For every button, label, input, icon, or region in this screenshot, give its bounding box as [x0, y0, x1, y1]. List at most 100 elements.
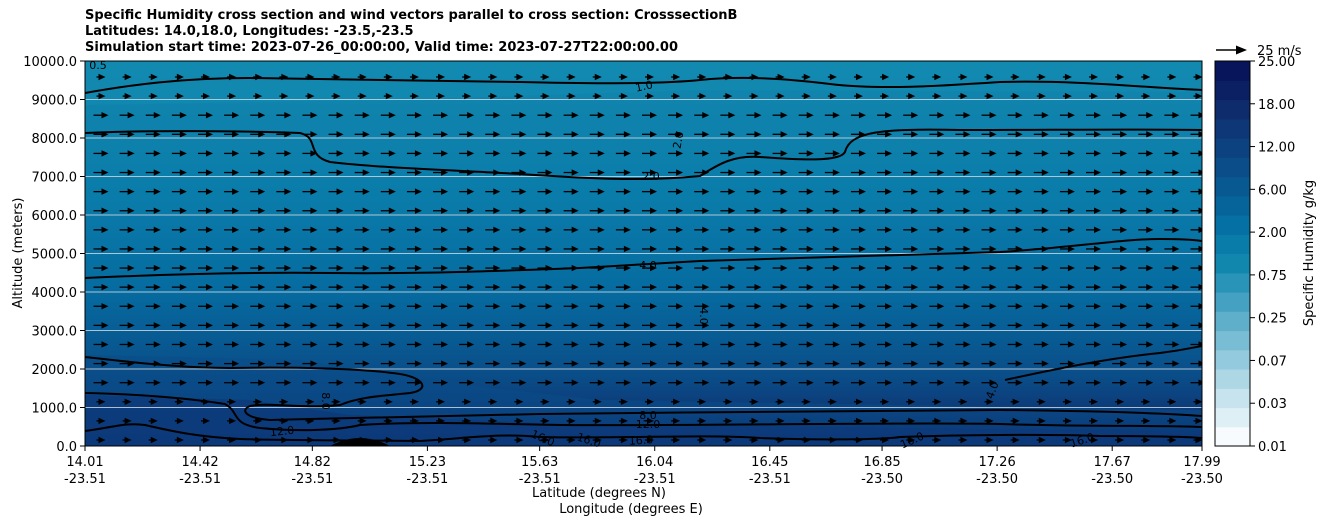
wind-vector-head [1198, 188, 1202, 195]
wind-vector-head [411, 398, 419, 405]
colorbar-segment [1215, 388, 1250, 409]
wind-vector-head [284, 341, 292, 348]
wind-vector-head [1012, 92, 1020, 100]
wind-vector-head [284, 322, 292, 329]
contour-label-text: 8.0 [639, 409, 657, 422]
wind-vector-head [1067, 379, 1075, 386]
wind-vector-head [885, 322, 893, 329]
wind-vector-head [571, 379, 579, 386]
wind-vector-head [333, 398, 341, 405]
wind-vector-head [310, 303, 318, 310]
wind-vector-head [124, 92, 132, 100]
wind-vector-head [725, 436, 733, 444]
wind-vector-head [258, 341, 266, 348]
wind-vector-head [232, 245, 240, 253]
wind-vector-head [388, 245, 396, 253]
wind-vector-head [153, 245, 161, 253]
wind-vector-head [885, 207, 893, 214]
wind-vector-head [1064, 417, 1072, 425]
wind-vector-head [571, 226, 579, 234]
wind-vector-head [310, 207, 318, 214]
wind-vector-head [754, 303, 762, 310]
wind-vector-head [1146, 150, 1154, 157]
wind-vector-head [597, 245, 605, 253]
wind-vector-head [1198, 245, 1202, 253]
x-tick-label-latitude: 14.42 [181, 455, 218, 470]
wind-vector-head [754, 112, 762, 119]
wind-vector-head [885, 131, 893, 138]
wind-vector-head [650, 169, 657, 176]
wind-vector-head [1038, 92, 1046, 100]
wind-vector-head [571, 188, 579, 195]
wind-vector-head [963, 379, 971, 386]
colorbar-segment [1215, 311, 1250, 332]
wind-vector-head [179, 245, 187, 253]
wind-vector-head [832, 360, 840, 367]
wind-vector-head [1172, 283, 1180, 291]
wind-vector-head [205, 245, 213, 253]
wind-vector-head [676, 360, 684, 367]
wind-vector-head [545, 112, 553, 119]
wind-vector-head [1198, 169, 1202, 176]
wind-vector-head [623, 341, 631, 348]
wind-vector-head [780, 322, 788, 329]
wind-vector-head [1143, 417, 1151, 425]
wind-vector-head [493, 226, 501, 234]
wind-vector-head [806, 360, 814, 367]
wind-vector-head [702, 264, 710, 272]
wind-vector-head [232, 322, 240, 329]
wind-vector-head [388, 131, 396, 138]
wind-vector-head [673, 73, 681, 81]
x-tick-label-longitude: -23.50 [976, 472, 1018, 487]
wind-vector-head [545, 150, 553, 157]
wind-vector-head [1038, 398, 1046, 405]
wind-vector-head [986, 436, 994, 444]
wind-vector-head [545, 226, 553, 234]
wind-vector-head [989, 303, 997, 310]
wind-vector-head [571, 322, 579, 329]
wind-vector-head [179, 188, 187, 195]
wind-vector-head [963, 112, 971, 119]
wind-vector-head [676, 226, 684, 234]
wind-vector-head [414, 379, 422, 386]
colorbar-tick-label: 0.01 [1258, 440, 1287, 455]
wind-vector-head [202, 436, 210, 444]
wind-vector-head [885, 303, 893, 310]
wind-vector-head [751, 398, 759, 405]
wind-vector-head [728, 283, 736, 291]
wind-vector-head [702, 303, 710, 310]
wind-vector-head [986, 92, 994, 100]
wind-vector-head [702, 341, 710, 348]
wind-vector-head [676, 169, 684, 176]
wind-vector-head [1172, 379, 1180, 386]
wind-vector-head [179, 207, 187, 214]
wind-vector-head [911, 150, 919, 157]
wind-vector-head [362, 283, 370, 291]
x-tick-label-latitude: 17.26 [979, 455, 1016, 470]
colorbar-tick-label: 25.00 [1258, 55, 1295, 70]
wind-vector-head [153, 207, 161, 214]
wind-vector-head [882, 417, 890, 425]
wind-vector-head [1146, 188, 1154, 195]
wind-vector-head [464, 73, 472, 81]
wind-vector-head [101, 264, 109, 272]
wind-vector-head [1041, 303, 1049, 310]
wind-vector-head [777, 398, 785, 405]
wind-vector-head [153, 169, 161, 176]
wind-vector-head [232, 150, 240, 157]
wind-vector-head [963, 322, 971, 329]
wind-vector-head [232, 264, 240, 272]
wind-vector-head [1146, 341, 1154, 348]
wind-vector-head [702, 322, 710, 329]
wind-vector-head [594, 417, 602, 425]
wind-vector-head [751, 92, 759, 100]
wind-vector-head [519, 303, 527, 310]
wind-vector-head [284, 169, 292, 176]
wind-vector-head [1094, 245, 1102, 253]
wind-vector-head [1169, 436, 1177, 444]
x-tick-label-longitude: -23.51 [64, 472, 106, 487]
wind-vector-head [676, 379, 684, 386]
wind-vector-head [411, 92, 419, 100]
wind-vector-head [1120, 131, 1128, 138]
wind-vector-head [858, 188, 866, 195]
